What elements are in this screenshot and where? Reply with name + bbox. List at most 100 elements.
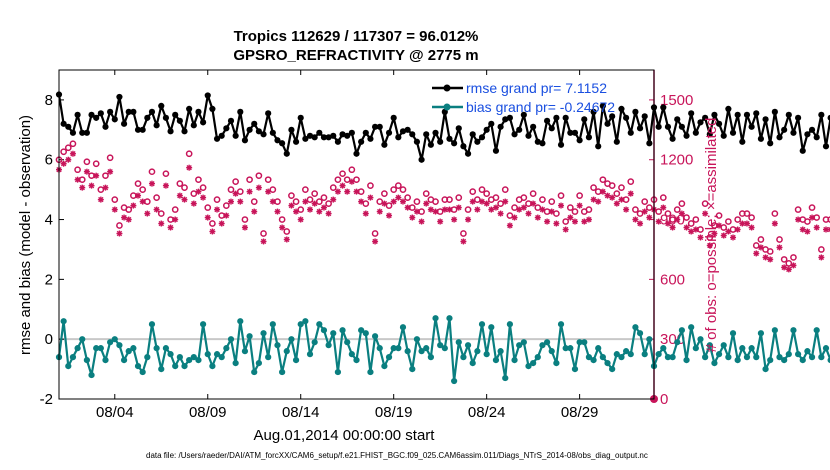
bias-point: [74, 345, 81, 352]
obs-possible-point: [529, 190, 537, 197]
rmse-point: [260, 131, 267, 138]
obs-possible-point: [776, 236, 783, 243]
bias-point: [757, 330, 765, 337]
bias-point: [330, 330, 337, 337]
bias-point: [325, 342, 332, 349]
bias-point: [790, 327, 797, 334]
rmse-point: [255, 128, 262, 135]
bias-point: [334, 368, 342, 376]
bias-point: [469, 360, 476, 367]
obs-possible-point: [213, 196, 221, 203]
bias-point: [218, 354, 225, 361]
rmse-point: [367, 135, 374, 142]
rmse-point: [227, 117, 235, 124]
obs-assimilated-point: [423, 200, 430, 207]
rmse-point: [464, 150, 472, 157]
obs-possible-point: [557, 192, 565, 199]
rmse-point: [334, 138, 342, 145]
bias-point: [427, 354, 434, 361]
obs-assimilated-point: [483, 200, 490, 207]
rmse-point: [358, 138, 365, 145]
rmse-point: [432, 129, 439, 136]
bias-point: [125, 348, 132, 355]
rmse-point: [632, 108, 639, 115]
bias-point: [241, 348, 249, 355]
obs-possible-point: [446, 196, 453, 203]
bias-point: [423, 345, 430, 352]
rmse-point: [153, 122, 160, 129]
y-right-tick-label: 600: [660, 271, 685, 288]
bias-point: [399, 324, 407, 331]
obs-assimilated-point: [581, 218, 588, 225]
obs-assimilated-point: [390, 198, 397, 205]
rmse-point: [516, 126, 523, 133]
rmse-point: [581, 116, 588, 123]
bias-point: [660, 345, 667, 352]
rmse-point: [83, 129, 90, 136]
rmse-point: [390, 114, 397, 121]
rmse-point: [172, 111, 179, 118]
bias-point: [683, 357, 690, 364]
rmse-point: [418, 156, 425, 163]
legend-bias-label: bias grand pr= -0.24672: [466, 99, 615, 115]
rmse-point: [822, 143, 830, 150]
rmse-point: [381, 141, 388, 148]
obs-assimilated-point: [585, 216, 592, 223]
obs-possible-point: [464, 206, 472, 213]
obs-assimilated-point: [502, 198, 509, 205]
obs-assimilated-point: [83, 168, 90, 175]
y-left-tick-label: 2: [45, 271, 53, 288]
bias-point: [65, 363, 72, 370]
obs-assimilated-point: [702, 210, 709, 217]
bias-point: [623, 348, 630, 355]
obs-possible-point: [659, 194, 667, 201]
rmse-point: [144, 114, 151, 121]
obs-possible-point: [790, 254, 797, 261]
rmse-point: [808, 126, 816, 133]
obs-assimilated-point: [395, 194, 402, 201]
rmse-point: [186, 105, 193, 112]
obs-assimilated-point: [767, 256, 774, 263]
obs-assimilated-point: [688, 228, 695, 235]
rmse-point: [688, 110, 695, 117]
rmse-point: [320, 134, 328, 141]
bias-point: [636, 330, 644, 337]
obs-possible-point: [780, 256, 788, 263]
rmse-point: [767, 140, 774, 147]
obs-assimilated-point: [516, 206, 523, 213]
bias-point: [697, 336, 704, 343]
obs-assimilated-point: [139, 198, 146, 205]
rmse-point: [702, 114, 709, 121]
obs-assimilated-point: [209, 228, 216, 235]
obs-possible-point: [599, 176, 607, 184]
bias-point: [743, 354, 751, 361]
rmse-point: [669, 135, 676, 142]
bias-point: [813, 327, 820, 334]
x-tick-label: 08/14: [282, 404, 320, 421]
plot-frame: [58, 69, 655, 400]
bias-point: [120, 357, 128, 364]
obs-assimilated-point: [158, 220, 165, 227]
obs-assimilated-point: [348, 178, 355, 185]
obs-possible-point: [478, 186, 486, 193]
obs-assimilated-point: [404, 204, 411, 211]
obs-possible-point: [413, 198, 421, 205]
bias-point: [715, 351, 723, 358]
bias-point: [571, 365, 579, 373]
rmse-point: [148, 108, 156, 115]
obs-possible-point: [60, 148, 67, 156]
obs-assimilated-point: [102, 184, 109, 191]
obs-assimilated-point: [534, 214, 541, 221]
y-axis-left-label: rmse and bias (model - observation): [17, 115, 34, 355]
obs-possible-point: [139, 186, 147, 193]
obs-assimilated-point: [567, 214, 574, 221]
obs-assimilated-point: [167, 224, 174, 231]
obs-assimilated-point: [214, 206, 221, 213]
bias-point: [437, 342, 444, 349]
obs-assimilated-point: [441, 206, 448, 213]
rmse-point: [525, 132, 532, 139]
obs-count-series: [55, 140, 830, 273]
obs-assimilated-point: [818, 254, 825, 261]
rmse-point: [283, 150, 290, 157]
obs-assimilated-point: [799, 226, 806, 233]
